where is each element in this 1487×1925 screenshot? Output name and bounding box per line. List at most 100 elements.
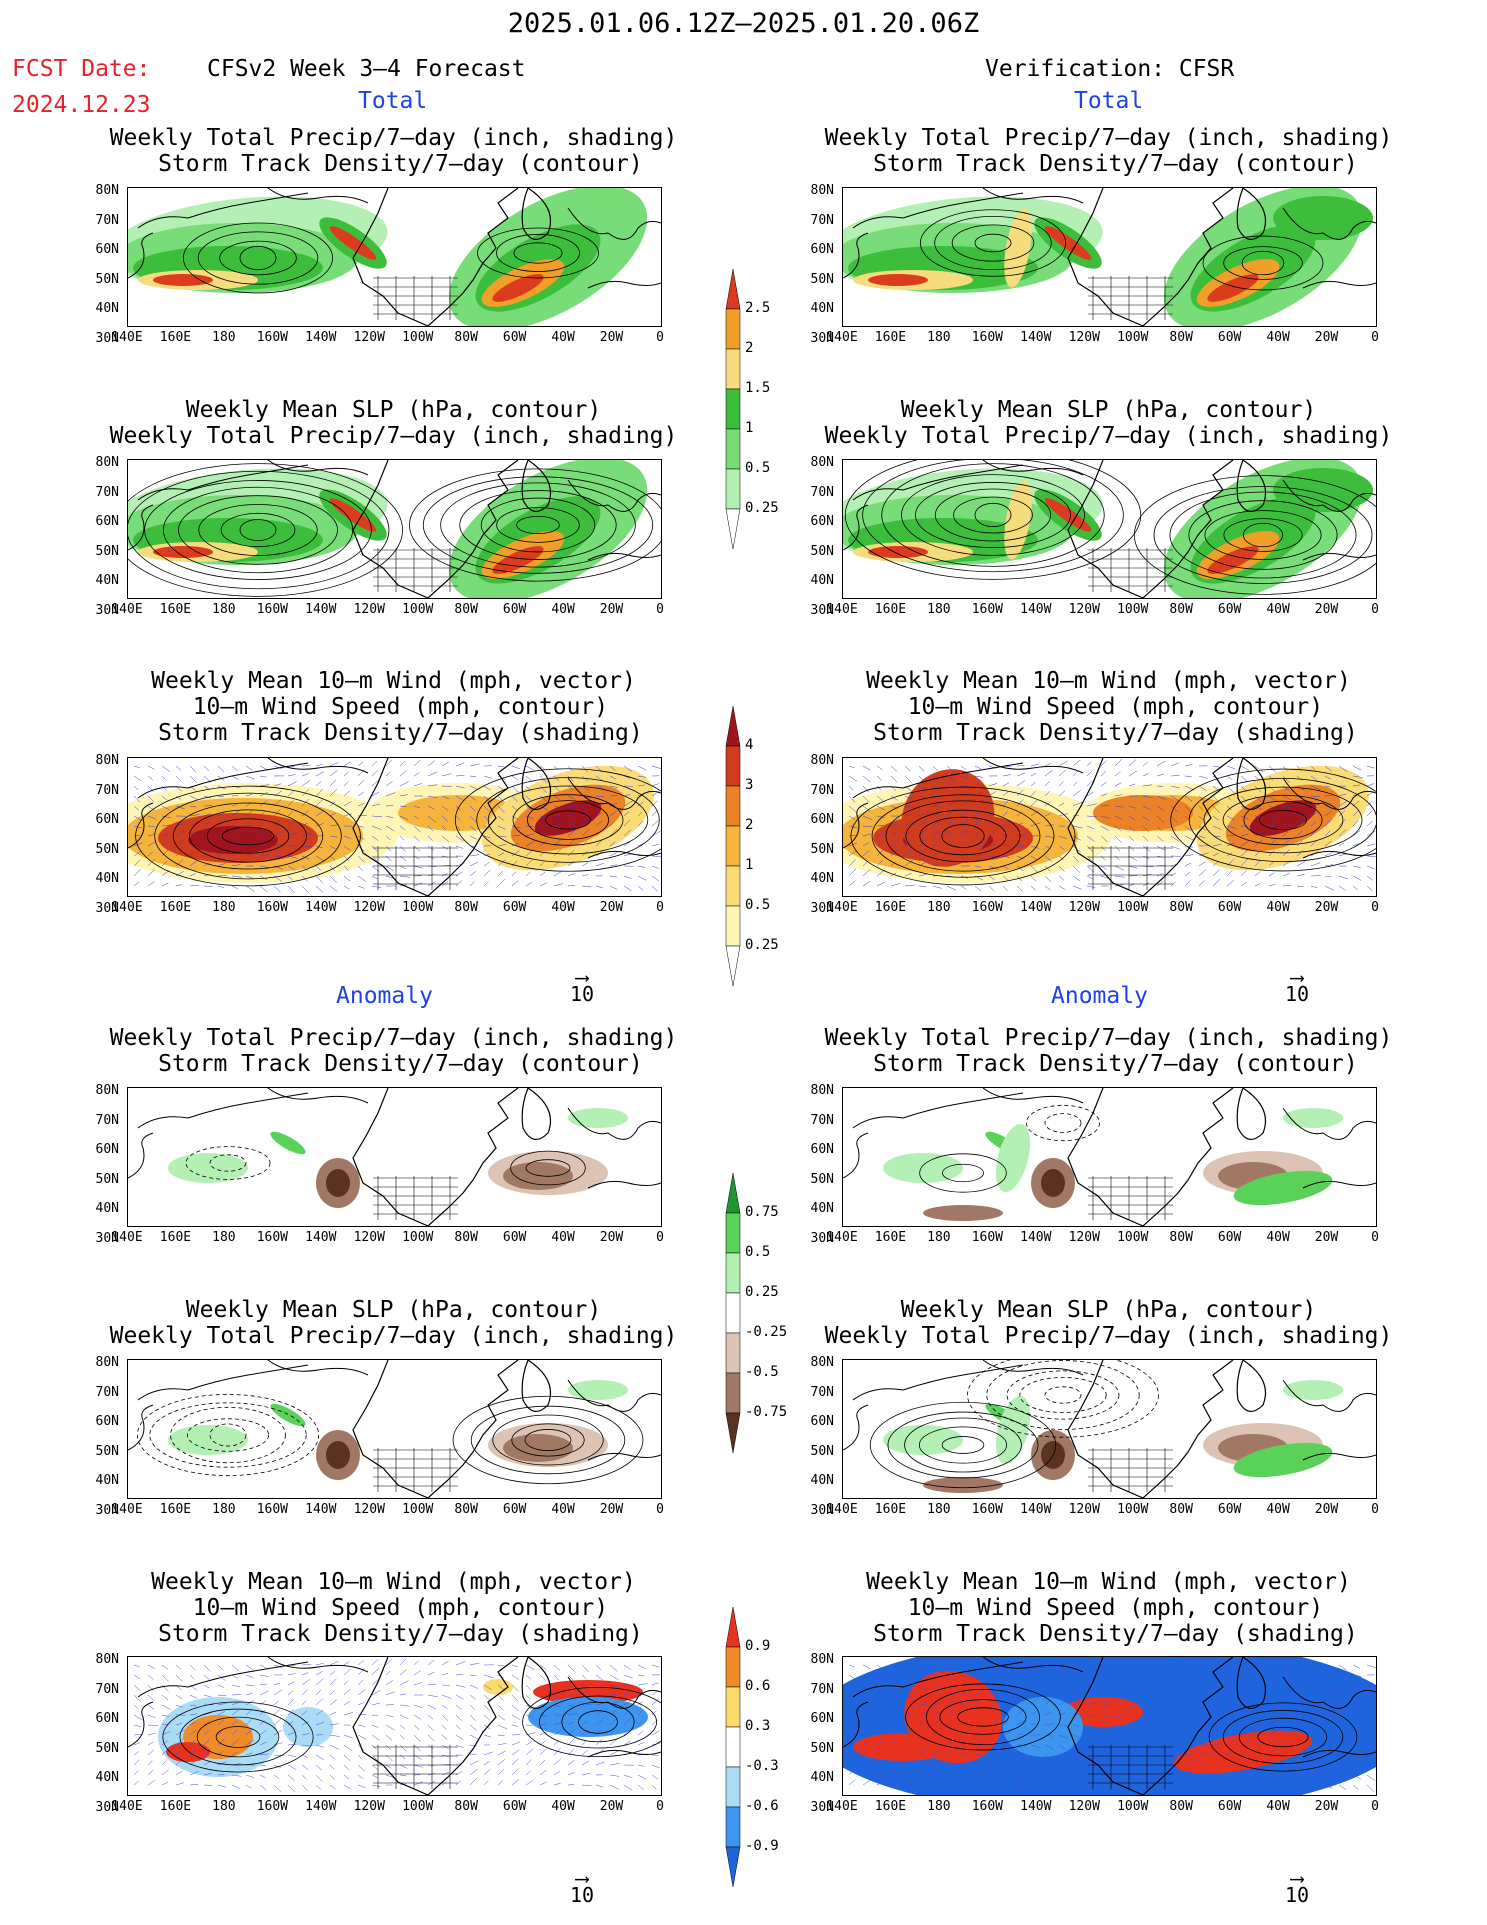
colorbar-label: 0.25 — [745, 500, 779, 516]
lon-tick-label: 20W — [1314, 1230, 1339, 1245]
lon-tick-label: 0 — [656, 1799, 664, 1814]
lon-tick-label: 180 — [927, 1230, 951, 1245]
lon-tick-label: 160E — [874, 1502, 907, 1517]
lon-tick-label: 140E — [826, 602, 858, 617]
lat-tick-label: 60N — [810, 1142, 834, 1157]
lon-tick-label: 80W — [454, 1799, 478, 1814]
lon-tick-label: 120W — [1068, 900, 1100, 915]
left-anomaly-slp_precip-title: Weekly Mean SLP (hPa, contour) Weekly To… — [109, 1297, 678, 1349]
right-anomaly-precip_storm-title: Weekly Total Precip/7—day (inch, shading… — [824, 1025, 1393, 1077]
right-anomaly-slp_precip-title: Weekly Mean SLP (hPa, contour) Weekly To… — [824, 1297, 1393, 1349]
lat-tick-label: 50N — [810, 543, 834, 559]
lon-tick-label: 40W — [1266, 900, 1290, 915]
lon-tick-label: 60W — [502, 1799, 527, 1814]
lon-tick-label: 20W — [1314, 1502, 1339, 1517]
lon-tick-label: 0 — [656, 330, 664, 345]
lon-tick-label: 120W — [353, 1230, 385, 1245]
lon-tick-label: 80W — [454, 1502, 478, 1517]
lon-tick-label: 40W — [551, 1502, 575, 1517]
lon-tick-label: 20W — [599, 330, 624, 345]
lon-tick-label: 20W — [599, 1230, 624, 1245]
lon-tick-label: 20W — [599, 1502, 624, 1517]
lat-tick-label: 30N — [95, 1502, 119, 1518]
lon-tick-label: 140E — [826, 330, 858, 345]
lon-tick-label: 20W — [599, 900, 624, 915]
lon-tick-label: 60W — [502, 602, 527, 617]
lon-tick-label: 100W — [402, 330, 434, 345]
colorbar-label: 0.9 — [745, 1638, 771, 1654]
lon-tick-label: 120W — [353, 1799, 385, 1814]
lat-tick-label: 30N — [95, 1230, 119, 1246]
lon-tick-label: 160W — [256, 1230, 289, 1245]
left-total-storm-map-2 — [127, 757, 662, 897]
lon-tick-label: 140E — [826, 1230, 858, 1245]
colorbar-label: 0.75 — [745, 1204, 779, 1220]
lon-tick-label: 140E — [826, 900, 858, 915]
lon-tick-label: 40W — [1266, 330, 1290, 345]
lon-tick-label: 140W — [1020, 1230, 1052, 1245]
lat-tick-label: 40N — [810, 1201, 834, 1216]
lat-tick-label: 70N — [810, 782, 834, 798]
lon-tick-label: 180 — [927, 602, 951, 617]
lon-tick-label: 100W — [402, 900, 434, 915]
lon-tick-label: 160E — [874, 602, 907, 617]
right-total-precip-map-1 — [842, 459, 1377, 599]
lon-tick-label: 0 — [1371, 1230, 1379, 1245]
lon-tick-label: 0 — [1371, 1502, 1379, 1517]
right-total-precip-map-0 — [842, 187, 1377, 327]
lat-tick-label: 80N — [810, 1652, 834, 1667]
lat-tick-label: 60N — [95, 1711, 119, 1726]
left-anomaly-storm-map-5 — [127, 1656, 662, 1796]
lon-tick-label: 160W — [971, 900, 1004, 915]
storm_anom-colorbar — [725, 1606, 741, 1888]
colorbar-label: 1.5 — [745, 380, 771, 396]
lat-tick-label: 50N — [95, 543, 119, 559]
left-anomaly-precip-map-4 — [127, 1359, 662, 1499]
lon-tick-label: 140E — [111, 330, 143, 345]
lat-tick-label: 60N — [95, 1414, 119, 1429]
lat-tick-label: 80N — [810, 753, 834, 768]
lat-tick-label: 30N — [810, 1799, 834, 1815]
lon-tick-label: 160E — [874, 330, 907, 345]
lon-tick-label: 60W — [502, 1502, 527, 1517]
vector-reference: ⟶ 10 — [569, 1866, 595, 1907]
lon-tick-label: 160E — [874, 1799, 907, 1814]
lat-tick-label: 80N — [95, 1083, 119, 1098]
lon-tick-label: 100W — [1117, 1799, 1149, 1814]
lat-tick-label: 80N — [810, 1355, 834, 1370]
lat-tick-label: 40N — [810, 573, 834, 588]
right-total-label: Total — [1074, 88, 1144, 114]
lon-tick-label: 180 — [927, 330, 951, 345]
right-anomaly-wind_storm-title: Weekly Mean 10—m Wind (mph, vector) 10—m… — [866, 1569, 1358, 1647]
lon-tick-label: 140W — [305, 1799, 337, 1814]
lon-tick-label: 40W — [1266, 1230, 1290, 1245]
lon-tick-label: 80W — [1169, 330, 1193, 345]
lon-tick-label: 160W — [256, 1502, 289, 1517]
lon-tick-label: 60W — [1217, 602, 1242, 617]
lat-tick-label: 60N — [95, 514, 119, 529]
lon-tick-label: 160E — [159, 1799, 192, 1814]
lon-tick-label: 60W — [502, 1230, 527, 1245]
lon-tick-label: 160W — [971, 1799, 1004, 1814]
lat-tick-label: 40N — [810, 301, 834, 316]
lat-tick-label: 50N — [810, 271, 834, 287]
lon-tick-label: 40W — [551, 1799, 575, 1814]
colorbar-label: 2 — [745, 817, 754, 833]
lon-tick-label: 40W — [551, 330, 575, 345]
lon-tick-label: 160E — [159, 900, 192, 915]
lon-tick-label: 180 — [927, 1799, 951, 1814]
lat-tick-label: 40N — [95, 871, 119, 886]
lat-tick-label: 70N — [810, 1681, 834, 1697]
lon-tick-label: 180 — [212, 602, 236, 617]
lon-tick-label: 180 — [927, 900, 951, 915]
lon-tick-label: 40W — [1266, 1799, 1290, 1814]
left-total-precip-map-0 — [127, 187, 662, 327]
colorbar-label: 2.5 — [745, 300, 771, 316]
lon-tick-label: 60W — [502, 330, 527, 345]
lon-tick-label: 160W — [256, 1799, 289, 1814]
lon-tick-label: 140W — [1020, 330, 1052, 345]
lon-tick-label: 120W — [1068, 1230, 1100, 1245]
lon-tick-label: 80W — [454, 330, 478, 345]
lon-tick-label: 140W — [1020, 1799, 1052, 1814]
lat-tick-label: 60N — [810, 1414, 834, 1429]
